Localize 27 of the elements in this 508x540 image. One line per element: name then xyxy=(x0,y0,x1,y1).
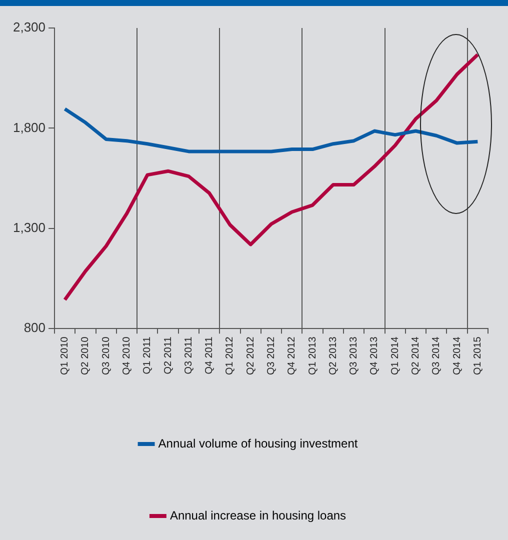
x-tick-label: Q1 2012 xyxy=(224,336,236,376)
x-tick-label: Q4 2010 xyxy=(122,336,133,376)
x-tick-label: Q3 2013 xyxy=(348,336,360,376)
x-tick-label: Q3 2011 xyxy=(183,336,194,374)
x-tick-label: Q3 2014 xyxy=(431,336,442,376)
x-tick-label: Q4 2013 xyxy=(369,336,380,376)
x-tick-label: Q1 2011 xyxy=(142,336,154,374)
x-tick-label: Q2 2011 xyxy=(162,336,174,374)
x-tick-label: Q4 2011 xyxy=(204,336,216,374)
x-tick-label: Q4 2012 xyxy=(286,336,298,376)
y-tick-label: 800 xyxy=(24,320,46,336)
x-tick-label: Q3 2012 xyxy=(266,336,278,376)
x-tick-label: Q2 2013 xyxy=(328,336,339,376)
legend-label: Annual increase in housing loans xyxy=(170,508,346,522)
x-tick-label: Q3 2010 xyxy=(100,336,112,376)
x-tick-label: Q1 2015 xyxy=(472,336,484,376)
x-tick-label: Q2 2014 xyxy=(410,336,422,376)
legend-label: Annual volume of housing investment xyxy=(158,436,358,450)
x-tick-label: Q2 2010 xyxy=(80,336,92,376)
x-tick-label: Q1 2013 xyxy=(307,336,318,376)
x-tick-label: Q4 2014 xyxy=(452,336,463,376)
x-tick-label: Q1 2014 xyxy=(390,336,401,376)
x-tick-label: Q1 2010 xyxy=(60,336,71,376)
x-tick-label: Q2 2012 xyxy=(245,336,256,376)
y-tick-label: 2,300 xyxy=(12,20,46,35)
y-tick-label: 1,300 xyxy=(12,220,46,235)
y-tick-label: 1,800 xyxy=(12,120,46,135)
